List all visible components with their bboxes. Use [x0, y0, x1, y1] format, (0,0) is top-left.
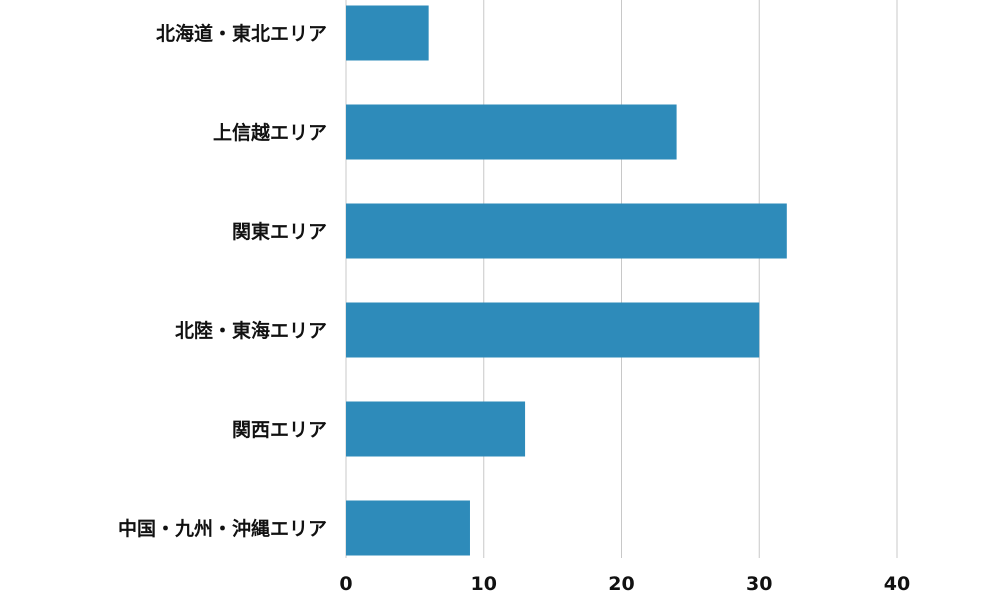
category-label-3: 関東エリア: [232, 220, 327, 243]
x-tick-label-30: 30: [746, 573, 772, 595]
x-axis-tick-labels: 0 10 20 30 40: [339, 573, 910, 595]
grid-layer: [345, 0, 898, 558]
x-tick-label-0: 0: [339, 573, 352, 595]
bar-4[interactable]: [346, 302, 760, 358]
category-label-6: 中国・九州・沖縄エリア: [118, 517, 327, 540]
category-label-4: 北陸・東海エリア: [175, 319, 327, 342]
bar-1[interactable]: [346, 5, 429, 61]
bar-2[interactable]: [346, 104, 677, 160]
bar-layer: [346, 5, 787, 556]
x-tick-label-40: 40: [884, 573, 910, 595]
x-tick-label-20: 20: [608, 573, 634, 595]
x-tick-label-10: 10: [471, 573, 497, 595]
bar-5[interactable]: [346, 401, 526, 457]
category-label-5: 関西エリア: [232, 419, 327, 441]
category-labels: 北海道・東北エリア上信越エリア関東エリア北陸・東海エリア関西エリア中国・九州・沖…: [118, 22, 327, 540]
category-label-2: 上信越エリア: [213, 121, 327, 144]
bar-3[interactable]: [346, 203, 787, 259]
category-label-1: 北海道・東北エリア: [156, 22, 327, 45]
bar-6[interactable]: [346, 500, 470, 556]
